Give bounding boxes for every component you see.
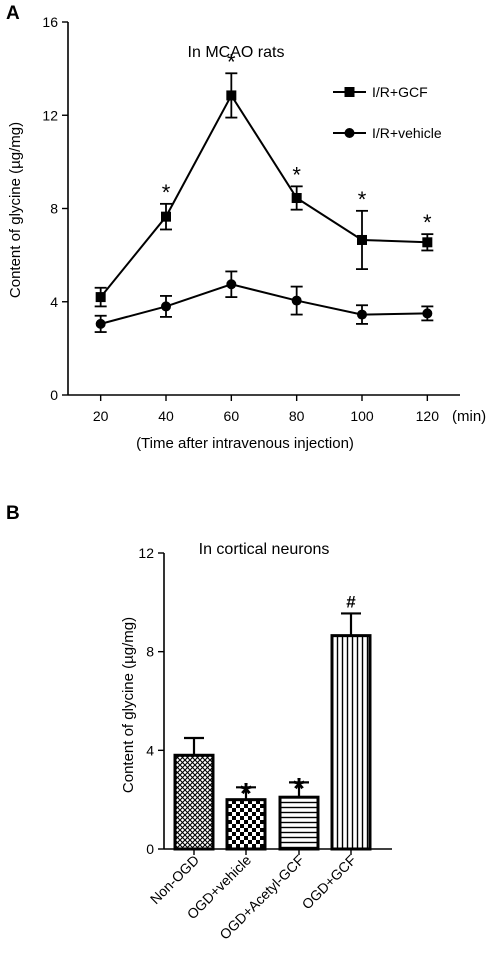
- significance-star: *: [423, 210, 432, 235]
- panel-a-y-axis-title: Content of glycine (µg/mg): [7, 122, 24, 298]
- y-tick-label: 4: [146, 742, 154, 758]
- data-point-circle: [291, 295, 302, 306]
- y-tick-label: 0: [50, 387, 58, 403]
- x-tick-label: 60: [224, 408, 240, 424]
- data-point-circle: [422, 308, 433, 319]
- significance-star: *: [162, 180, 171, 205]
- significance-star: *: [293, 772, 305, 805]
- y-tick-label: 8: [146, 644, 154, 660]
- data-point-circle: [95, 318, 106, 329]
- y-tick-label: 8: [50, 201, 58, 217]
- series-line: [100, 283, 428, 325]
- y-tick-label: 0: [146, 841, 154, 857]
- x-tick-label: 100: [350, 408, 374, 424]
- data-point-circle: [226, 279, 237, 290]
- bar: [278, 795, 320, 851]
- significance-star: *: [240, 777, 252, 810]
- x-tick-label: OGD+GCF: [299, 852, 360, 913]
- data-point-square: [95, 292, 106, 303]
- bar: [173, 753, 215, 851]
- panel-a-x-unit: (min): [452, 408, 486, 425]
- significance-star: *: [227, 49, 236, 74]
- significance-star: *: [358, 187, 367, 212]
- legend-label: I/R+GCF: [372, 84, 428, 100]
- y-tick-label: 16: [42, 14, 58, 30]
- bar: [330, 634, 372, 851]
- y-tick-label: 12: [42, 107, 58, 123]
- panel-a-plot: 0 4 8 12 16 20 40 60 80 100 120 * * * * * I/R+GCF I/R+veh…: [42, 14, 460, 424]
- panel-b-title: In cortical neurons: [199, 541, 330, 558]
- panel-b-y-axis-title: Content of glycine (µg/mg): [120, 617, 137, 793]
- panel-b-label: B: [6, 503, 20, 524]
- x-tick-label: Non-OGD: [147, 852, 202, 907]
- significance-hash: #: [346, 592, 356, 611]
- x-tick-label: 120: [416, 408, 440, 424]
- series-line: [99, 93, 428, 298]
- x-tick-label: 80: [289, 408, 305, 424]
- data-point-circle: [357, 309, 367, 320]
- panel-b-plot: 04812Non-OGD*OGD+vehicle*OGD+Acetyl-GCF#…: [138, 545, 392, 943]
- data-point-square: [422, 237, 433, 248]
- panel-a-label: A: [6, 3, 20, 24]
- legend-label: I/R+vehicle: [372, 125, 442, 141]
- x-tick-label: 40: [158, 408, 174, 424]
- y-tick-label: 12: [138, 545, 154, 561]
- data-point-square: [226, 90, 237, 101]
- legend-marker-circle: [344, 128, 355, 138]
- bar: [225, 798, 267, 851]
- data-point-square: [161, 211, 171, 222]
- data-point-square: [357, 234, 367, 245]
- y-tick-label: 4: [50, 294, 58, 310]
- significance-star: *: [292, 162, 301, 187]
- data-point-square: [291, 193, 302, 204]
- data-point-circle: [161, 301, 171, 312]
- legend-marker-square: [344, 87, 355, 97]
- panel-a-x-axis-title: (Time after intravenous injection): [136, 435, 354, 452]
- panel-a-title: In MCAO rats: [188, 44, 285, 61]
- x-tick-label: 20: [93, 408, 109, 424]
